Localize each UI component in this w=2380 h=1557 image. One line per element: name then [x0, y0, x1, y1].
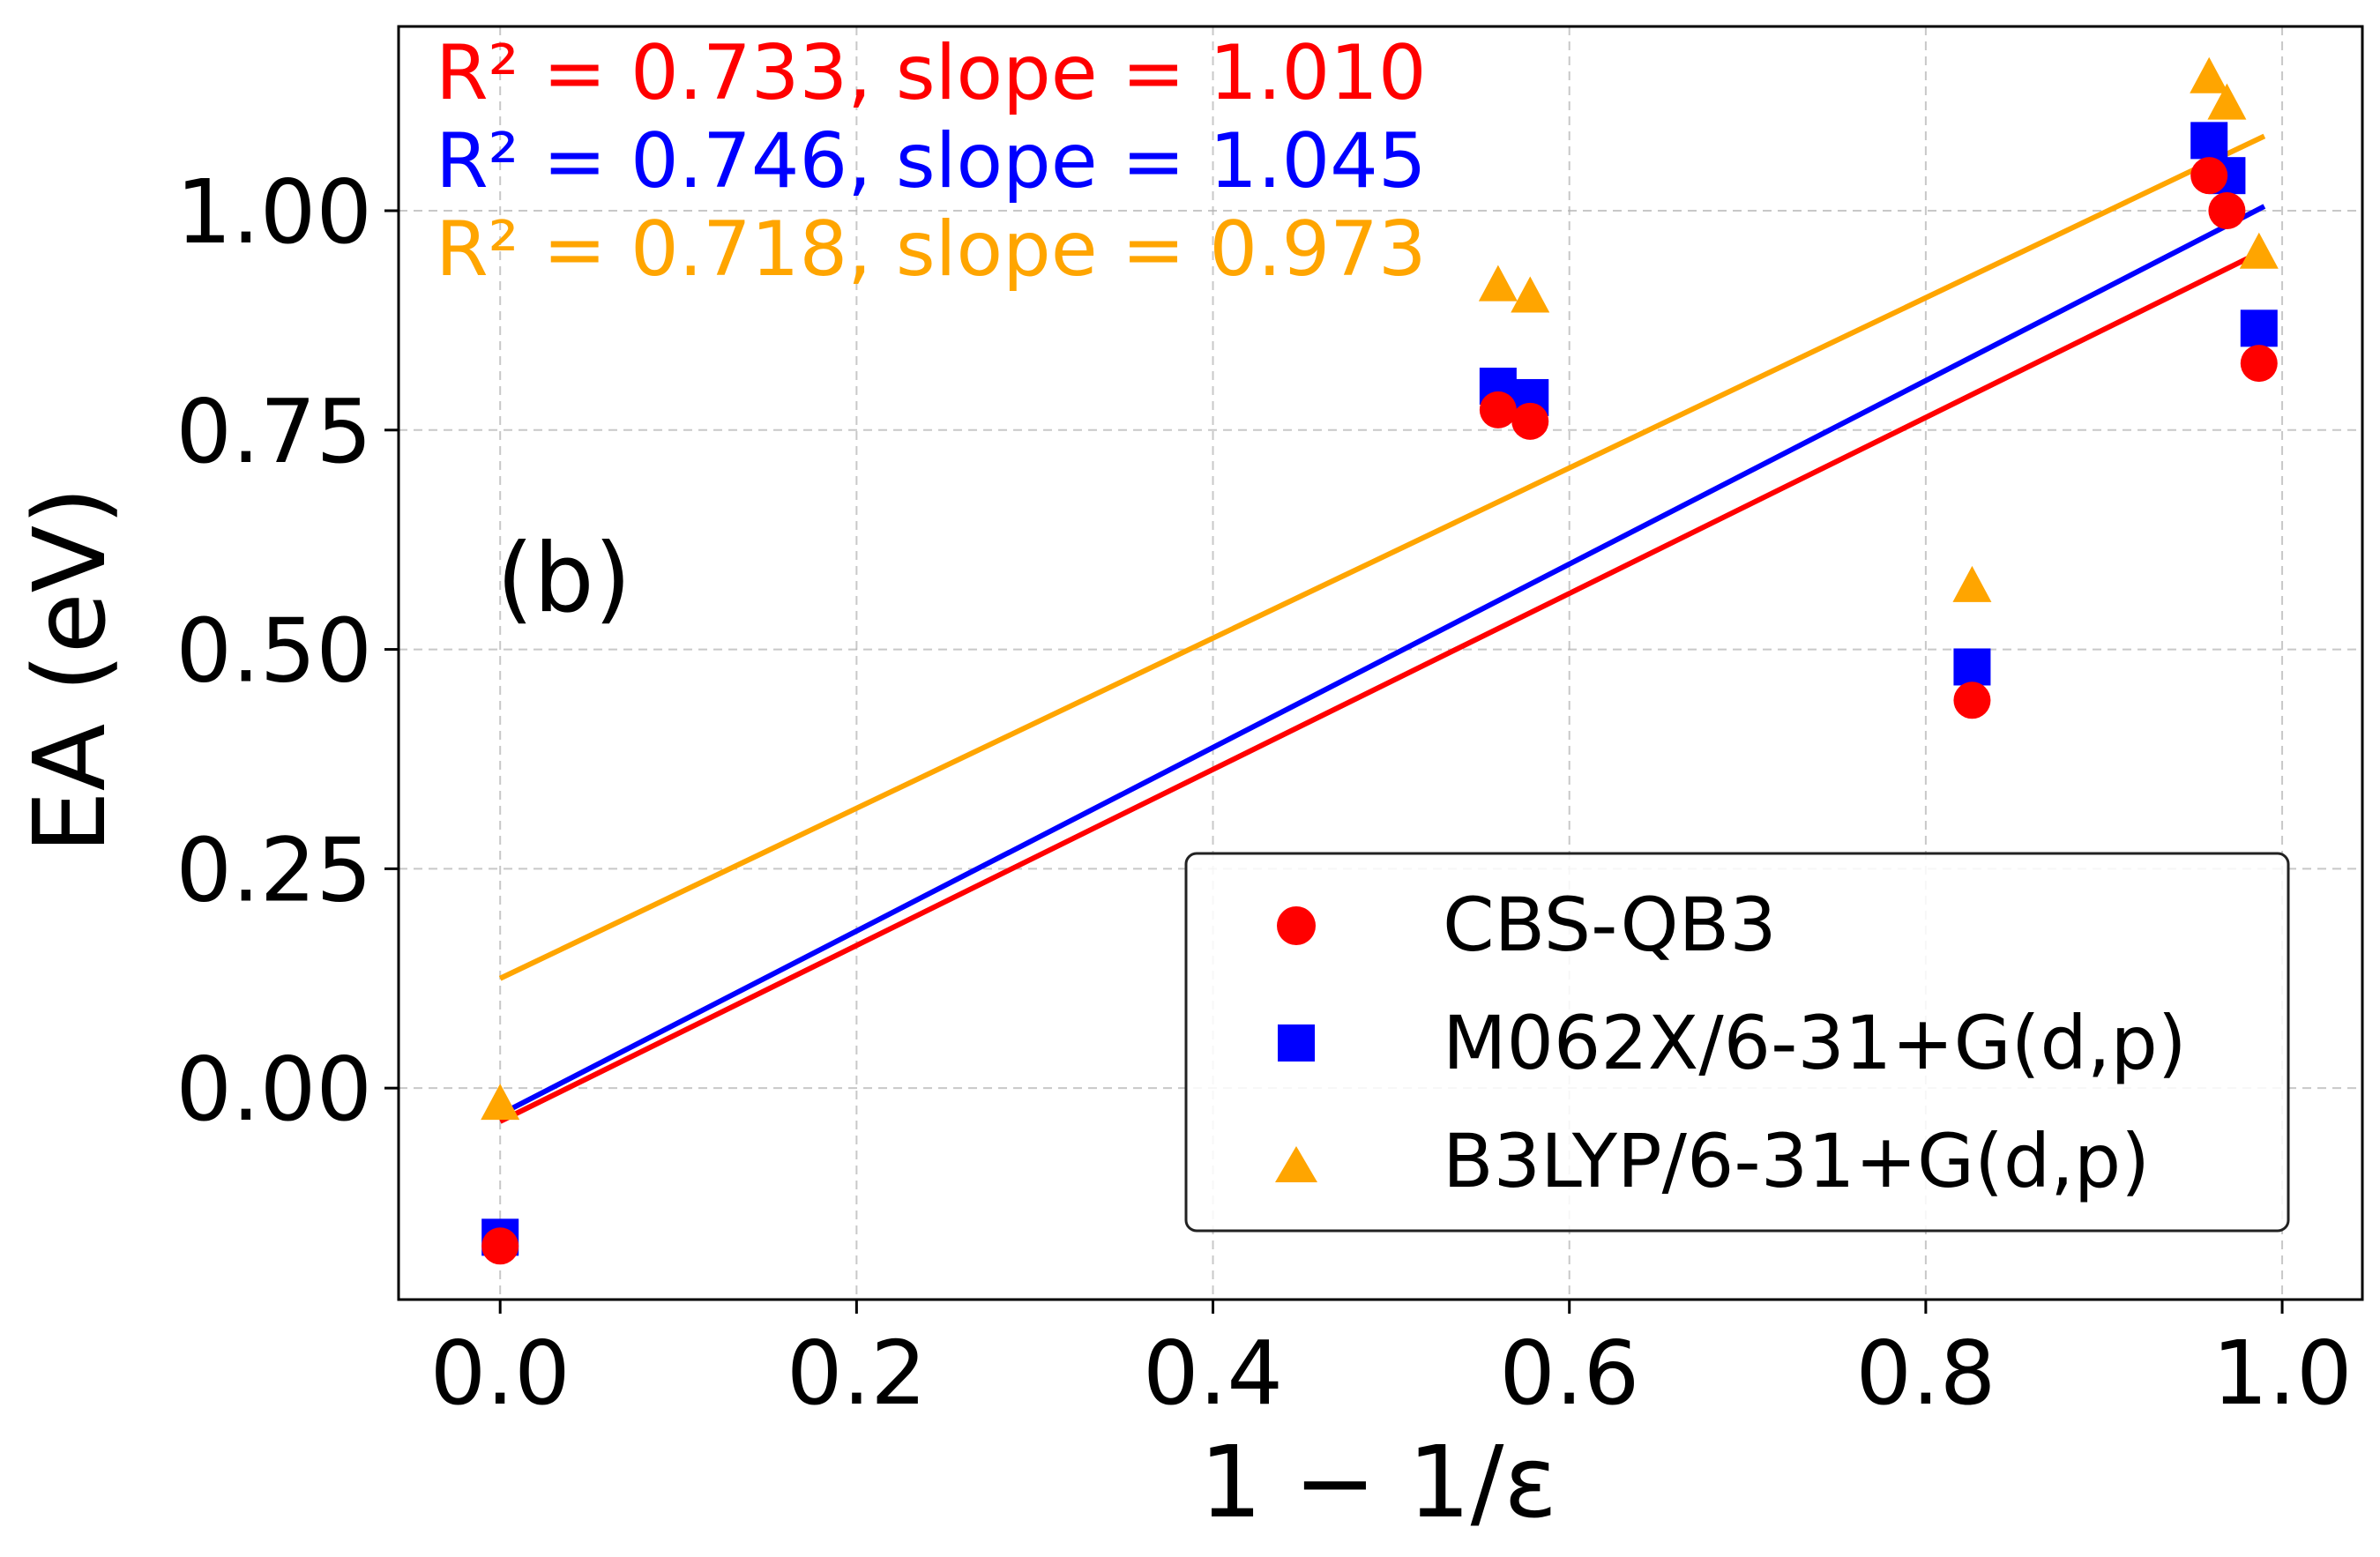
data-point-square — [2190, 122, 2228, 160]
data-point-triangle — [481, 1084, 520, 1121]
data-point-circle — [1511, 402, 1549, 440]
legend-frame — [1184, 852, 2290, 1233]
y-tick-label: 1.00 — [175, 160, 372, 264]
data-points — [481, 56, 2279, 1265]
plot-frame — [397, 25, 2364, 1301]
x-axis-title: 1 − 1/ε — [1199, 1426, 1557, 1540]
data-point-circle — [1953, 682, 1991, 719]
annotation-b3lyp: R² = 0.718, slope = 0.973 — [436, 205, 1427, 294]
x-tick-label: 1.0 — [2212, 1322, 2353, 1425]
x-tick-label: 0.0 — [430, 1322, 571, 1425]
data-point-square — [2240, 309, 2278, 347]
legend: CBS-QB3 M062X/6-31+G(d,p) B3LYP/6-31+G(d… — [1184, 852, 2290, 1233]
annotation-m062x: R² = 0.746, slope = 1.045 — [436, 117, 1427, 205]
data-point-triangle — [1478, 264, 1518, 302]
data-point-circle — [2240, 345, 2278, 383]
data-point-triangle — [2239, 232, 2279, 269]
legend-marker-b3lyp — [1275, 1146, 1317, 1182]
data-point-circle — [2190, 157, 2228, 195]
data-point-triangle — [2207, 83, 2247, 120]
panel-label: (b) — [496, 524, 631, 634]
legend-label-b3lyp: B3LYP/6-31+G(d,p) — [1443, 1118, 2150, 1204]
x-tick-label: 0.2 — [787, 1322, 927, 1425]
y-tick-label: 0.25 — [175, 818, 372, 921]
y-tick-label: 0.50 — [175, 600, 372, 703]
y-tick-label: 0.00 — [175, 1038, 372, 1141]
legend-label-m062x: M062X/6-31+G(d,p) — [1443, 1000, 2187, 1086]
legend-label-cbs: CBS-QB3 — [1443, 882, 1777, 968]
y-tick-label: 0.75 — [175, 380, 372, 483]
data-point-triangle — [1511, 276, 1550, 313]
y-axis-title: EA (eV) — [13, 487, 128, 853]
fit-line-2 — [498, 133, 2266, 981]
x-tick-label: 0.8 — [1855, 1322, 1996, 1425]
fit-line-1 — [498, 204, 2266, 1117]
data-point-circle — [2208, 191, 2246, 229]
data-point-circle — [481, 1227, 519, 1265]
annotation-cbs: R² = 0.733, slope = 1.010 — [436, 29, 1427, 117]
data-point-square — [1953, 648, 1991, 686]
legend-marker-m062x — [1278, 1024, 1315, 1062]
data-point-triangle — [1952, 565, 1992, 602]
legend-marker-cbs — [1277, 906, 1316, 945]
fit-line-0 — [498, 248, 2266, 1124]
fit-lines — [498, 133, 2266, 1124]
data-point-triangle — [2190, 56, 2229, 93]
x-tick-label: 0.6 — [1499, 1322, 1639, 1425]
axis-ticks: 0.0 0.2 0.4 0.6 0.8 1.0 0.00 0.25 0.50 0.75 1.00 — [175, 160, 2352, 1425]
data-point-circle — [1479, 391, 1517, 428]
x-tick-label: 0.4 — [1143, 1322, 1283, 1425]
